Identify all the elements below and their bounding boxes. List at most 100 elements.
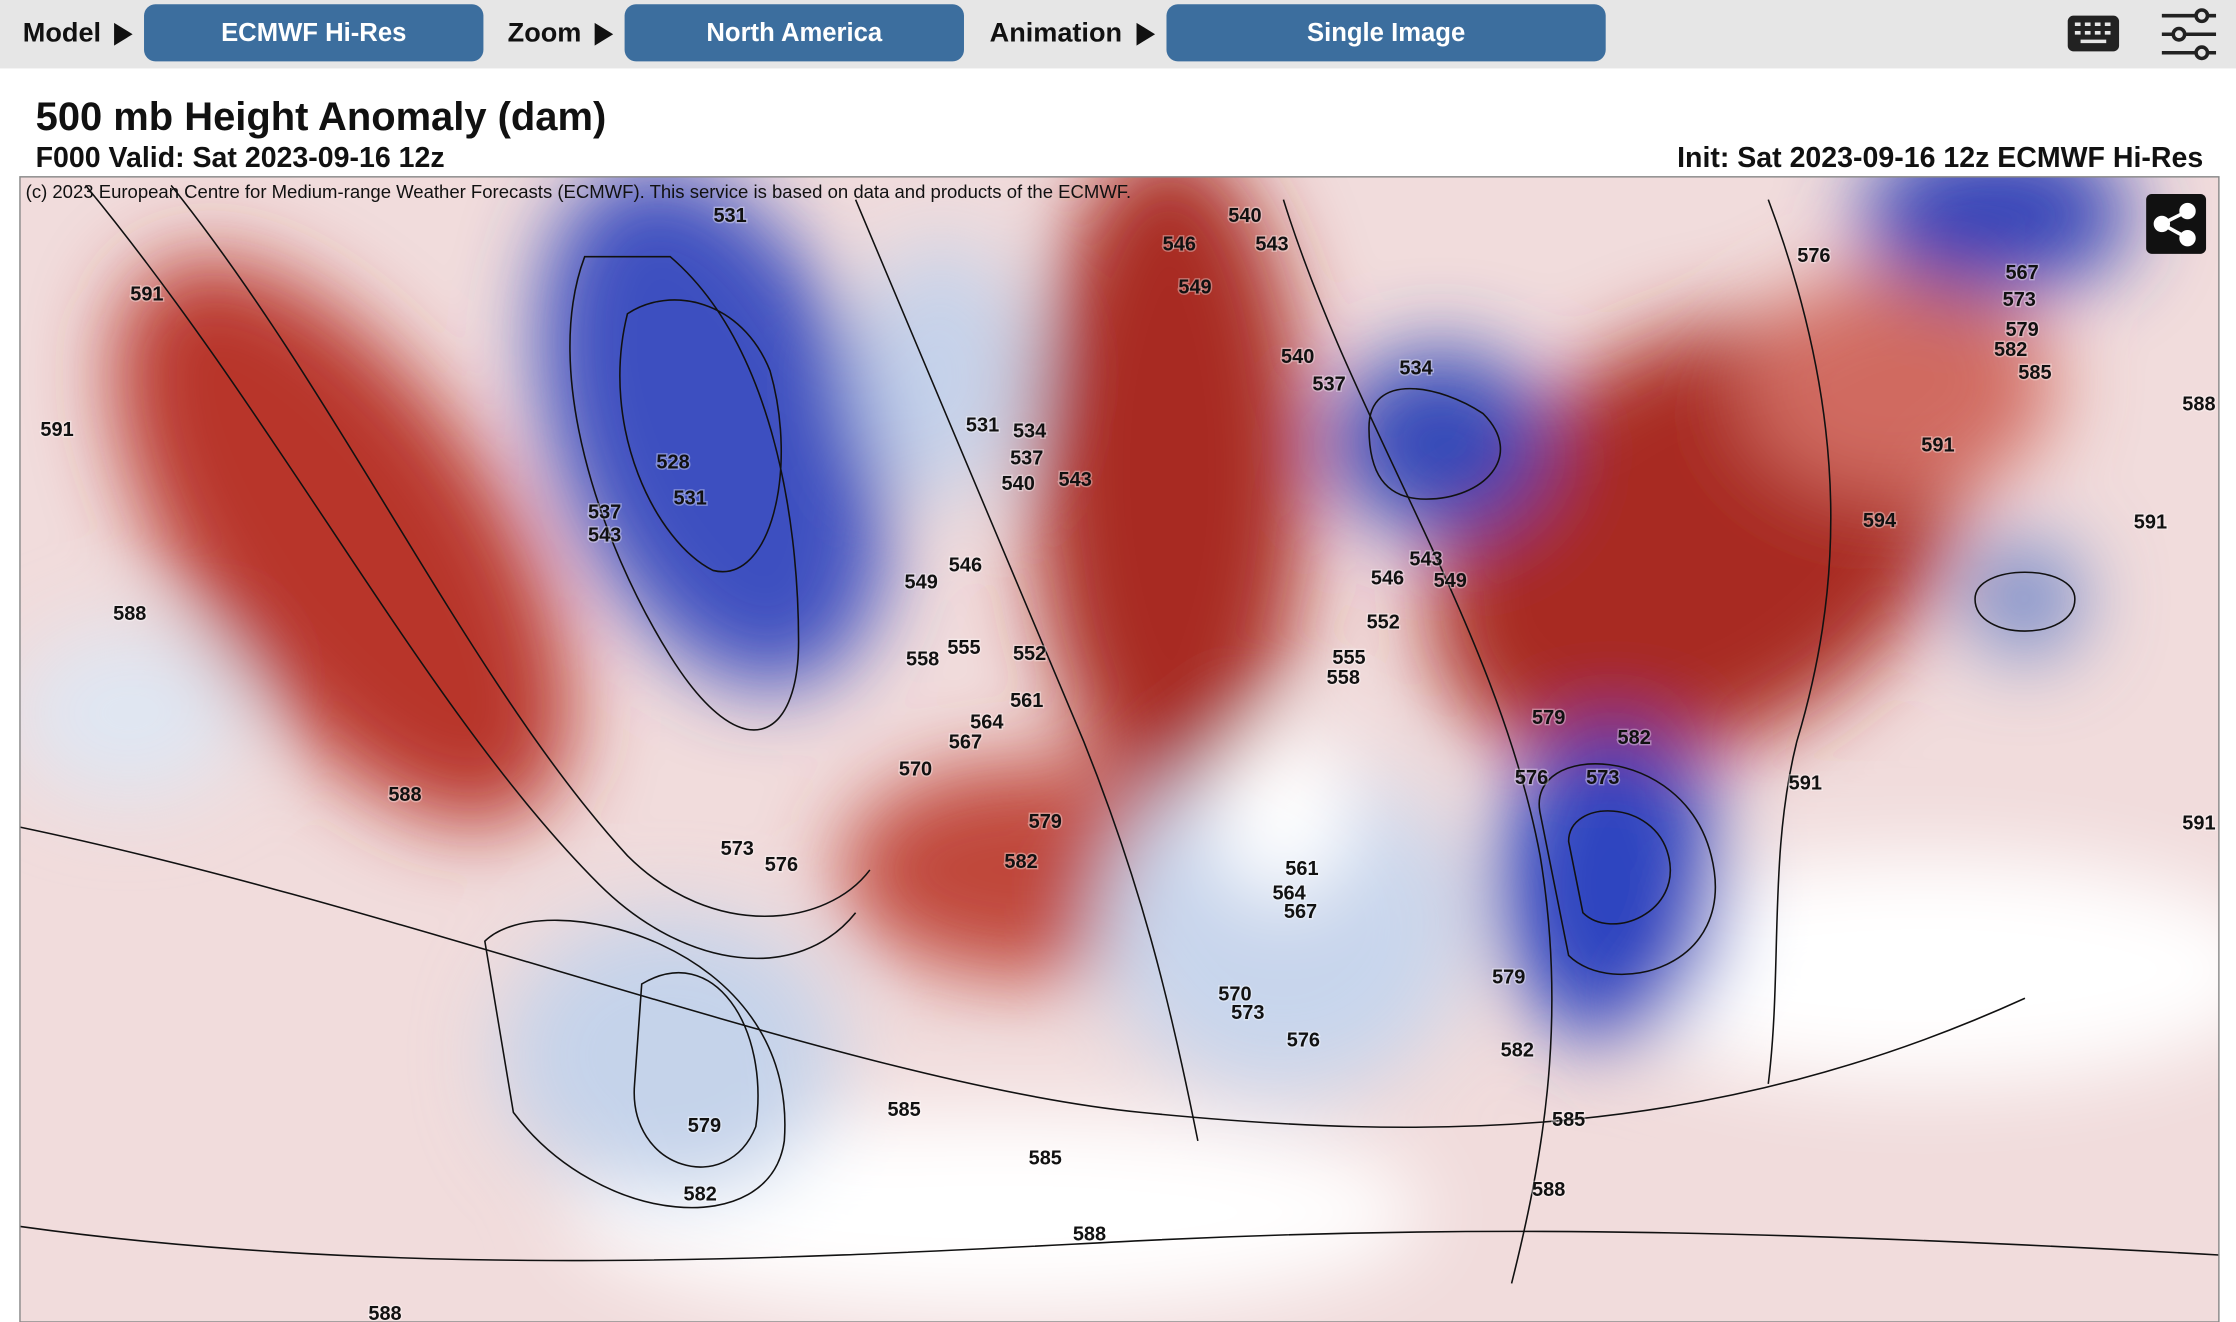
contour-label: 552 bbox=[1013, 643, 1046, 665]
contour-label: 531 bbox=[966, 415, 999, 437]
contour-label: 540 bbox=[1281, 346, 1314, 368]
contour-label: 549 bbox=[905, 572, 938, 594]
contour-label: 555 bbox=[947, 637, 980, 659]
model-button[interactable]: ECMWF Hi-Res bbox=[144, 4, 484, 62]
contour-label: 558 bbox=[1327, 667, 1360, 689]
contour-label: 576 bbox=[1287, 1029, 1320, 1051]
contour-label: 564 bbox=[970, 711, 1003, 733]
contour-label: 573 bbox=[1231, 1002, 1264, 1024]
map-title: 500 mb Height Anomaly (dam) bbox=[36, 95, 607, 139]
map-frame bbox=[19, 176, 2220, 1322]
slider-knob[interactable] bbox=[2171, 26, 2187, 42]
contour-label: 537 bbox=[1312, 373, 1345, 395]
contour-label: 549 bbox=[1178, 276, 1211, 298]
valid-time: F000 Valid: Sat 2023-09-16 12z bbox=[36, 142, 445, 174]
animation-button[interactable]: Single Image bbox=[1166, 4, 1606, 62]
contour-label: 549 bbox=[1434, 570, 1467, 592]
button-bg[interactable] bbox=[144, 4, 484, 62]
contour-label: 540 bbox=[1228, 205, 1261, 227]
button-text[interactable]: North America bbox=[706, 19, 883, 47]
contour-label: 546 bbox=[1371, 567, 1404, 589]
slider-knob[interactable] bbox=[2194, 8, 2210, 24]
contour-label: 579 bbox=[1029, 811, 1062, 833]
keyboard-keys[interactable] bbox=[2074, 22, 2111, 44]
contour-label: 561 bbox=[1285, 858, 1318, 880]
contour-label: 573 bbox=[2003, 289, 2036, 311]
contour-label: 588 bbox=[1532, 1179, 1565, 1201]
contour-label: 561 bbox=[1010, 690, 1043, 712]
contour-label: 534 bbox=[1013, 420, 1046, 442]
contour-label: 543 bbox=[1059, 469, 1092, 491]
contour-label: 579 bbox=[2005, 319, 2038, 341]
contour-label: 576 bbox=[1515, 767, 1548, 789]
contour-label: 555 bbox=[1332, 647, 1365, 669]
animation-label: Animation bbox=[990, 16, 1122, 47]
contour-label: 540 bbox=[1002, 473, 1035, 495]
contour-label: 588 bbox=[113, 603, 146, 625]
contour-label: 543 bbox=[588, 524, 621, 546]
map: 5315915915465495405435765675735795825855… bbox=[19, 176, 2219, 1322]
contour-label: 564 bbox=[1272, 882, 1305, 904]
contour-label: 582 bbox=[1501, 1039, 1534, 1061]
init-time: Init: Sat 2023-09-16 12z ECMWF Hi-Res bbox=[1677, 142, 2203, 174]
contour-label: 573 bbox=[721, 838, 754, 860]
settings-icon[interactable] bbox=[2161, 8, 2217, 61]
contour-label: 588 bbox=[388, 784, 421, 806]
contour-label: 537 bbox=[1010, 447, 1043, 469]
contour-label: 543 bbox=[1255, 234, 1288, 256]
contour-label: 594 bbox=[1863, 510, 1896, 532]
contour-label: 588 bbox=[1073, 1223, 1106, 1245]
contour-label: 546 bbox=[949, 554, 982, 576]
contour-label: 591 bbox=[130, 283, 163, 305]
contour-label: 588 bbox=[368, 1303, 401, 1322]
contour-label: 579 bbox=[1492, 967, 1525, 989]
contour-label: 582 bbox=[1004, 851, 1037, 873]
contour-label: 591 bbox=[40, 419, 73, 441]
copyright: (c) 2023 European Centre for Medium-rang… bbox=[26, 181, 1132, 202]
button-text[interactable]: ECMWF Hi-Res bbox=[221, 19, 406, 47]
zoom-button[interactable]: North America bbox=[624, 4, 964, 62]
button-bg[interactable] bbox=[624, 4, 964, 62]
contour-label: 576 bbox=[765, 854, 798, 876]
contour-label: 585 bbox=[1552, 1109, 1585, 1131]
share-icon[interactable] bbox=[2153, 202, 2196, 247]
contour-label: 552 bbox=[1367, 611, 1400, 633]
model-label: Model bbox=[23, 16, 101, 47]
contour-label: 582 bbox=[1994, 339, 2027, 361]
contour-label: 537 bbox=[588, 502, 621, 524]
contour-label: 591 bbox=[1921, 435, 1954, 457]
contour-label: 576 bbox=[1797, 245, 1830, 267]
button-bg[interactable] bbox=[1166, 4, 1606, 62]
contour-label: 591 bbox=[2134, 512, 2167, 534]
arrow-icon bbox=[594, 22, 614, 46]
contour-label: 582 bbox=[684, 1183, 717, 1205]
contour-label: 573 bbox=[1586, 767, 1619, 789]
button-text[interactable]: Single Image bbox=[1307, 19, 1465, 47]
contour-label: 558 bbox=[906, 649, 939, 671]
slider-knob[interactable] bbox=[2194, 45, 2210, 61]
contour-label: 531 bbox=[713, 205, 746, 227]
contour-label: 579 bbox=[1532, 707, 1565, 729]
contour-label: 567 bbox=[1284, 901, 1317, 923]
contour-label: 585 bbox=[1029, 1148, 1062, 1170]
contour-label: 591 bbox=[2182, 813, 2215, 835]
contour-label: 567 bbox=[2005, 262, 2038, 284]
arrow-icon bbox=[114, 22, 133, 46]
contour-lines bbox=[19, 184, 2219, 1284]
contour-label: 588 bbox=[2182, 393, 2215, 415]
anomaly-shading bbox=[19, 176, 2219, 1313]
keyboard-icon[interactable] bbox=[2067, 15, 2120, 52]
arrow-icon bbox=[1136, 22, 1156, 46]
contour-label: 585 bbox=[2018, 362, 2051, 384]
contour-label: 570 bbox=[1218, 984, 1251, 1006]
contour-label: 585 bbox=[887, 1099, 920, 1121]
contour-label: 582 bbox=[1618, 727, 1651, 749]
contour-label: 528 bbox=[656, 452, 689, 474]
contour-label: 534 bbox=[1399, 358, 1432, 380]
contour-label: 591 bbox=[1789, 773, 1822, 795]
contour-label: 570 bbox=[899, 758, 932, 780]
zoom-label: Zoom bbox=[508, 16, 582, 47]
contour-label: 567 bbox=[949, 731, 982, 753]
